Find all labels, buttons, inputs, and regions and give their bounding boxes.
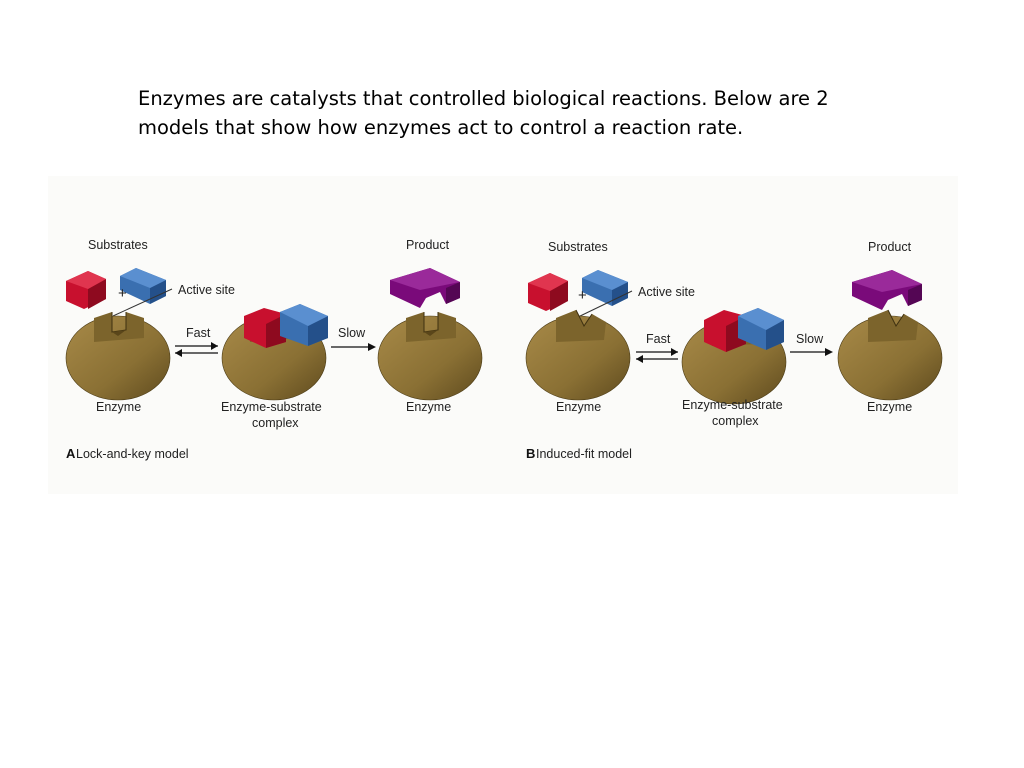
blue-substrate: [582, 270, 628, 306]
product-label: Product: [406, 238, 450, 252]
complex-label-line1: Enzyme-substrate: [221, 400, 322, 414]
red-substrate: [66, 271, 106, 309]
plus-sign: +: [578, 287, 587, 304]
enzyme-label-2: Enzyme: [406, 400, 451, 414]
caption-text-a: Lock-and-key model: [76, 447, 189, 461]
caption-letter-a: A: [66, 446, 76, 461]
enzyme-diagram: Substrates + Active site Enzyme Fast: [65, 238, 943, 461]
complex-label-line1: Enzyme-substrate: [682, 398, 783, 412]
caption-letter-b: B: [526, 446, 535, 461]
intro-text: Enzymes are catalysts that controlled bi…: [138, 87, 829, 139]
blue-substrate: [120, 268, 166, 304]
active-site-pointer: [112, 288, 173, 317]
product-shape: [390, 268, 460, 308]
complex-label-line2: complex: [712, 414, 759, 428]
red-substrate: [528, 273, 568, 311]
active-site-pointer: [575, 290, 633, 319]
fast-label: Fast: [646, 332, 671, 346]
panel-lock-and-key: Substrates + Active site Enzyme Fast: [65, 238, 483, 461]
active-site-label: Active site: [178, 283, 235, 297]
enzyme-label-2: Enzyme: [867, 400, 912, 414]
enzyme-models-figure: Substrates + Active site Enzyme Fast: [48, 176, 958, 494]
panel-induced-fit: Substrates + Active site Enzyme Fast Enz…: [525, 240, 943, 461]
enzyme-shape-released: [837, 309, 943, 401]
enzyme-label: Enzyme: [556, 400, 601, 414]
product-label: Product: [868, 240, 912, 254]
caption-text-b: Induced-fit model: [536, 447, 632, 461]
enzyme-substrate-complex: [681, 308, 787, 405]
active-site-label: Active site: [638, 285, 695, 299]
product-shape: [852, 270, 922, 310]
enzyme-shape: [65, 311, 171, 401]
enzyme-label: Enzyme: [96, 400, 141, 414]
enzyme-substrate-complex: [221, 304, 328, 401]
enzyme-shape-released: [377, 311, 483, 401]
substrates-label: Substrates: [548, 240, 608, 254]
enzyme-shape: [525, 309, 631, 401]
slow-label: Slow: [796, 332, 824, 346]
plus-sign: +: [118, 285, 127, 302]
slow-label: Slow: [338, 326, 366, 340]
fast-label: Fast: [186, 326, 211, 340]
complex-label-line2: complex: [252, 416, 299, 430]
substrates-label: Substrates: [88, 238, 148, 252]
